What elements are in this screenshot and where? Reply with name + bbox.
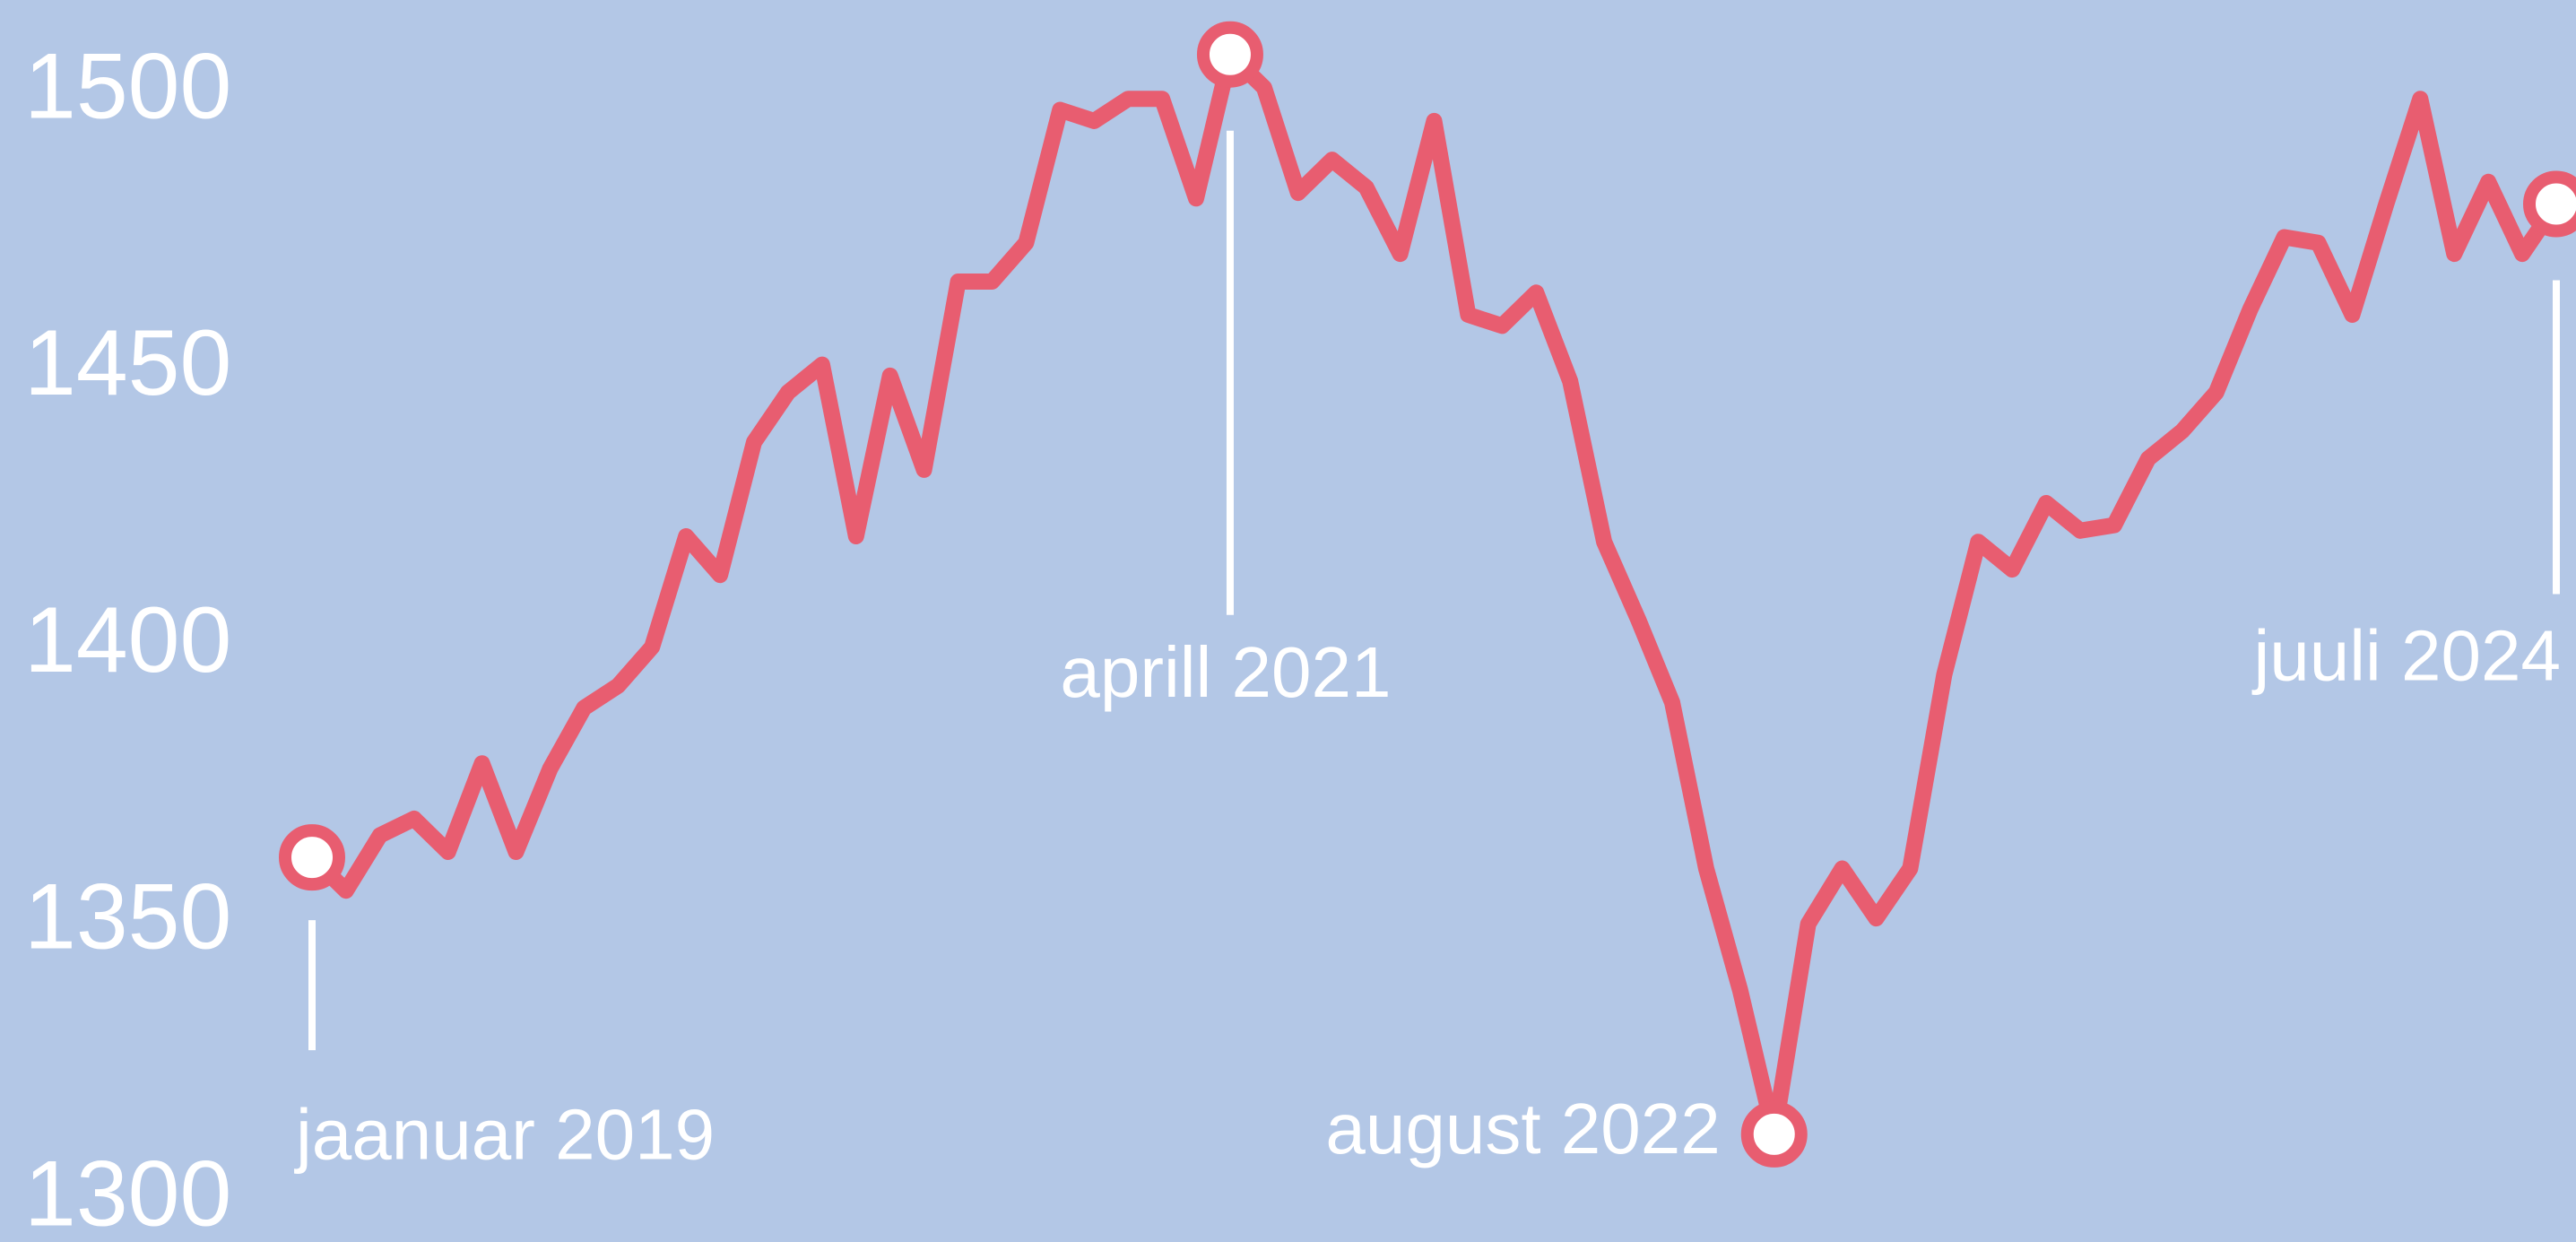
y-tick-label: 1300 [24,1142,231,1242]
annotation-label: august 2022 [1325,1089,1720,1168]
y-tick-label: 1400 [24,588,231,692]
marker [1740,1100,1808,1168]
marker [1196,21,1263,88]
y-tick-label: 1450 [24,311,231,415]
y-tick-label: 1350 [24,865,231,969]
y-tick-label: 1500 [24,34,231,138]
annotation-label: jaanuar 2019 [294,1094,715,1174]
line [304,46,2564,1142]
annotation-label: aprill 2021 [1060,632,1391,712]
marker [2523,170,2576,238]
marker [279,824,345,891]
annotation-label: juuli 2024 [2252,616,2562,696]
